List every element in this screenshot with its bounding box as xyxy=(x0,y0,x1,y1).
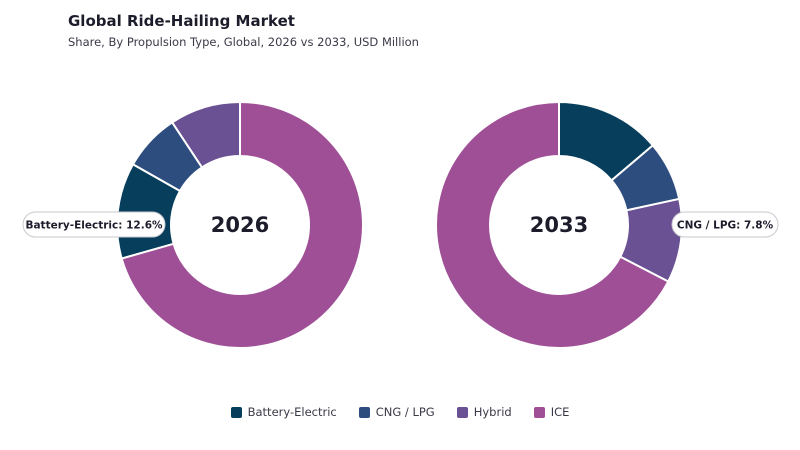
legend-label: CNG / LPG xyxy=(375,405,435,419)
legend-swatch xyxy=(533,406,545,418)
callout-cng-lpg: CNG / LPG: 7.8% xyxy=(671,211,779,238)
center-year-label: 2026 xyxy=(211,213,269,237)
callout-text: Battery-Electric: 12.6% xyxy=(25,220,163,232)
callout-battery-electric: Battery-Electric: 12.6% xyxy=(22,211,166,238)
callout-box xyxy=(671,211,779,238)
donut-chart-2033: 2033 xyxy=(435,100,683,349)
callouts: Battery-Electric: 12.6% CNG / LPG: 7.8% xyxy=(22,211,779,238)
center-year-label: 2033 xyxy=(530,213,588,237)
slice-ice[interactable] xyxy=(120,100,364,349)
legend-swatch xyxy=(358,406,370,418)
legend-item-hybrid[interactable]: Hybrid xyxy=(456,405,512,419)
legend-item-battery-electric[interactable]: Battery-Electric xyxy=(230,405,337,419)
legend-label: Battery-Electric xyxy=(247,405,337,419)
legend: Battery-Electric CNG / LPG Hybrid ICE xyxy=(0,405,800,419)
donut-chart-2026: 2026 xyxy=(116,100,364,349)
chart-title: Global Ride-Hailing Market xyxy=(68,12,295,30)
legend-label: ICE xyxy=(550,405,570,419)
callout-box xyxy=(22,211,166,238)
legend-swatch xyxy=(230,406,242,418)
legend-item-ice[interactable]: ICE xyxy=(533,405,570,419)
legend-swatch xyxy=(456,406,468,418)
legend-label: Hybrid xyxy=(473,405,512,419)
slice-ice[interactable] xyxy=(435,100,670,349)
callout-text: CNG / LPG: 7.8% xyxy=(677,220,774,232)
legend-item-cng-lpg[interactable]: CNG / LPG xyxy=(358,405,435,419)
chart-subtitle: Share, By Propulsion Type, Global, 2026 … xyxy=(68,35,419,49)
